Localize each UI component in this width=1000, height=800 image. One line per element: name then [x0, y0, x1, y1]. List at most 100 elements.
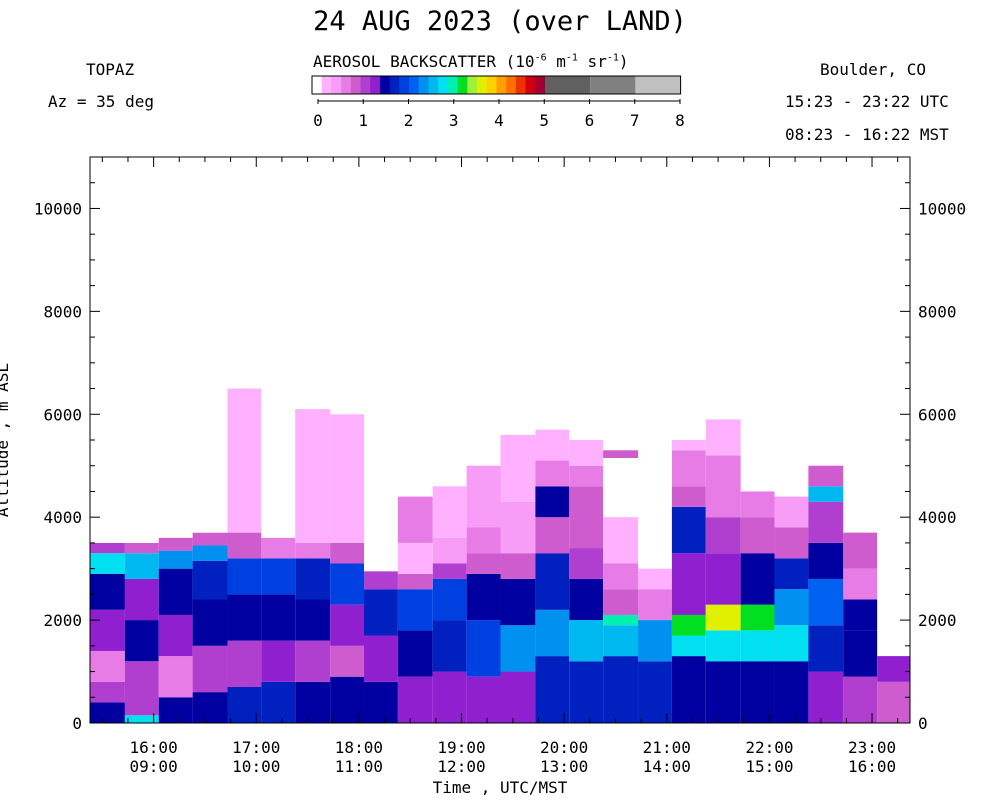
colorbar-segment [399, 76, 410, 94]
heatmap-cell [466, 527, 501, 554]
heatmap-cell [774, 625, 809, 662]
heatmap-cell [705, 630, 741, 662]
colorbar-tick-label: 1 [358, 111, 368, 130]
heatmap-cells [90, 311, 910, 723]
y-tick-label-left: 0 [72, 714, 82, 733]
heatmap-cell [124, 553, 159, 579]
heatmap-cell [397, 496, 433, 543]
heatmap-cell [740, 661, 775, 723]
heatmap-cell [705, 517, 741, 554]
colorbar-tick-label: 8 [675, 111, 685, 130]
heatmap-cell [535, 429, 570, 461]
heatmap-cell [330, 676, 365, 723]
heatmap-cell [466, 553, 501, 574]
y-tick-label-right: 10000 [918, 199, 966, 218]
heatmap-cell [877, 681, 910, 723]
heatmap-cell [466, 676, 501, 723]
heatmap-cell [843, 532, 878, 569]
heatmap-cell [603, 450, 639, 459]
heatmap-cell [227, 686, 262, 723]
heatmap-cell [740, 517, 775, 554]
heatmap-cell [466, 573, 501, 621]
heatmap-cell [603, 517, 639, 564]
heatmap-cell [774, 558, 809, 590]
heatmap-cell [500, 671, 536, 723]
colorbar-segment [535, 76, 546, 94]
y-tick-label-left: 8000 [43, 302, 82, 321]
site-label: Boulder, CO [820, 60, 926, 79]
instrument-label: TOPAZ [86, 60, 135, 79]
heatmap-cell [705, 553, 741, 605]
heatmap-cell [500, 578, 536, 626]
colorbar-segment [360, 76, 371, 94]
heatmap-cell [808, 671, 844, 723]
heatmap-cell [124, 620, 159, 662]
colorbar-tick-label: 6 [585, 111, 595, 130]
colorbar-tick-label: 0 [313, 111, 323, 130]
x-tick-label-mst: 13:00 [540, 757, 588, 776]
heatmap-cell [397, 676, 433, 723]
heatmap-cell [808, 542, 844, 579]
heatmap-cell [603, 614, 639, 626]
colorbar-segment [457, 76, 468, 94]
heatmap-cell [638, 620, 672, 662]
heatmap-cell [808, 486, 844, 502]
heatmap-cell [843, 599, 878, 631]
heatmap-cell [603, 656, 639, 723]
x-tick-label-mst: 16:00 [848, 757, 896, 776]
colorbar-segment [506, 76, 517, 94]
heatmap-cell [227, 640, 262, 687]
heatmap-cell [397, 542, 433, 574]
heatmap-cell [90, 311, 125, 543]
heatmap-cell [227, 388, 262, 533]
colorbar-segment [525, 76, 536, 94]
x-tick-label-utc: 19:00 [437, 738, 485, 757]
x-tick-label-mst: 09:00 [130, 757, 178, 776]
heatmap-cell [808, 625, 844, 672]
heatmap-cell [843, 630, 878, 677]
heatmap-cell [569, 578, 604, 621]
colorbar-title: AEROSOL BACKSCATTER (10-6 m-1 sr-1) [313, 52, 629, 71]
heatmap-cell [261, 681, 296, 723]
heatmap-cell [192, 378, 228, 533]
heatmap-cell [535, 460, 570, 487]
heatmap-cell [671, 656, 706, 723]
heatmap-cell [671, 440, 706, 451]
heatmap-cell [364, 571, 398, 590]
heatmap-cell [740, 491, 775, 518]
heatmap-cell [466, 620, 501, 677]
heatmap-cell [671, 506, 706, 554]
y-axis-label: Altitude , m ASL [0, 363, 12, 517]
colorbar-segment [590, 76, 636, 94]
heatmap-cell [295, 542, 331, 559]
utc-time-range: 15:23 - 23:22 UTC [785, 92, 949, 111]
heatmap-cell [671, 486, 706, 507]
heatmap-cell [295, 558, 331, 600]
heatmap-cell [671, 450, 706, 487]
heatmap-cell [192, 599, 228, 646]
x-axis-label: Time , UTC/MST [433, 778, 568, 797]
heatmap-cell [261, 403, 296, 538]
colorbar-segment [370, 76, 381, 94]
colorbar-segment [428, 76, 439, 94]
azimuth-label: Az = 35 deg [48, 92, 154, 111]
heatmap-cell [500, 501, 536, 554]
chart-title: 24 AUG 2023 (over LAND) [313, 6, 687, 37]
heatmap-cell [158, 550, 193, 569]
colorbar-segment [321, 76, 332, 94]
y-tick-label-left: 10000 [34, 199, 82, 218]
heatmap-cell [90, 650, 125, 682]
x-tick-label-mst: 12:00 [437, 757, 485, 776]
heatmap-cell [330, 542, 365, 564]
heatmap-cell [843, 568, 878, 600]
heatmap-cell [192, 545, 228, 561]
heatmap-cell [671, 553, 706, 615]
colorbar-segment [477, 76, 488, 94]
heatmap-cell [124, 578, 159, 621]
heatmap-cell [432, 537, 467, 564]
y-tick-label-right: 8000 [918, 302, 957, 321]
heatmap-cell [295, 599, 331, 641]
heatmap-cell [364, 424, 398, 572]
heatmap-cell [90, 609, 125, 651]
